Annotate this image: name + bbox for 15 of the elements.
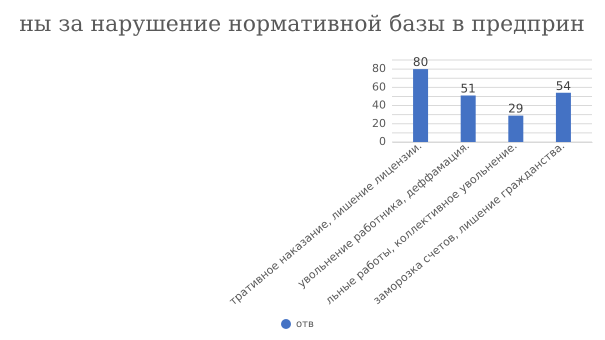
bar	[413, 69, 428, 142]
data-label: 29	[508, 102, 524, 116]
y-tick-label: 60	[372, 80, 386, 94]
bar	[508, 116, 524, 142]
y-tick-label: 20	[372, 116, 386, 130]
chart-title: ны за нарушение нормативной базы в предприн	[19, 12, 585, 37]
bar	[556, 92, 571, 142]
data-label: 54	[556, 78, 572, 93]
bar	[460, 96, 476, 142]
y-tick-label: 40	[372, 98, 386, 112]
data-label: 80	[412, 55, 428, 70]
data-label: 51	[460, 82, 476, 96]
legend-label: отв	[296, 319, 314, 330]
y-tick-label: 80	[372, 62, 386, 76]
y-tick-label: 0	[379, 135, 386, 148]
